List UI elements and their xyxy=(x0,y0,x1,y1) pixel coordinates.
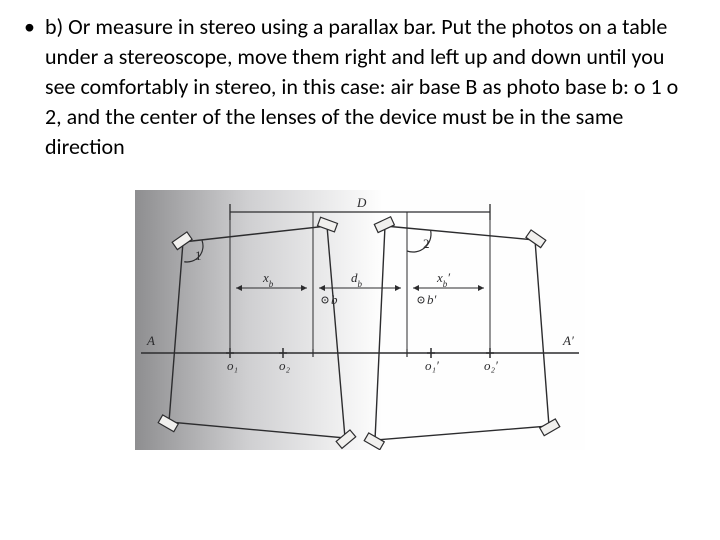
svg-text:A′: A′ xyxy=(562,333,574,348)
svg-text:b′: b′ xyxy=(427,292,437,307)
svg-text:A: A xyxy=(146,333,155,348)
parallax-figure: 12Dxbdbxb′bb′AA′o₁o₂o₁′o₂′ xyxy=(30,190,690,455)
svg-text:D: D xyxy=(356,195,367,210)
svg-text:o₂′: o₂′ xyxy=(484,358,498,373)
svg-text:b: b xyxy=(331,292,338,307)
svg-text:o₁′: o₁′ xyxy=(425,358,439,373)
svg-text:1: 1 xyxy=(195,248,202,263)
bullet-marker: • xyxy=(24,12,35,42)
bullet-text: b) Or measure in stereo using a parallax… xyxy=(45,12,690,162)
svg-text:o₂: o₂ xyxy=(279,358,291,373)
svg-text:o₁: o₁ xyxy=(227,358,238,373)
bullet-item: • b) Or measure in stereo using a parall… xyxy=(30,12,690,162)
svg-text:2: 2 xyxy=(423,236,430,251)
